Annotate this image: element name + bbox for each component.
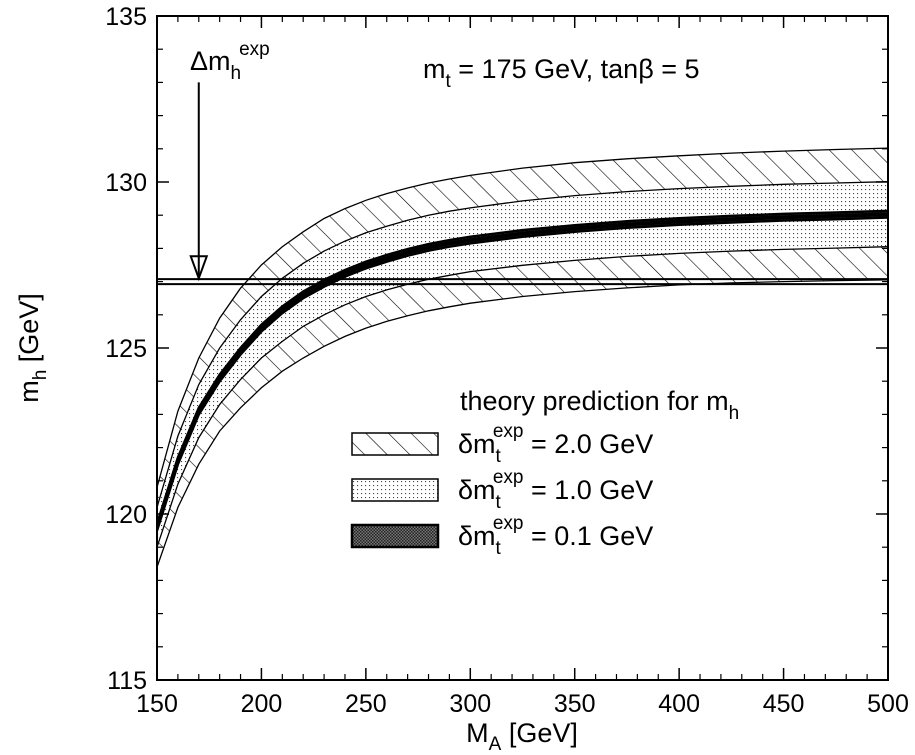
- legend-entry-01gev-sup: exp: [493, 513, 524, 534]
- y-tick-label: 135: [105, 3, 147, 31]
- legend-entry-2gev-sup: exp: [493, 421, 524, 442]
- band-01gev-lower-edge: [157, 216, 888, 531]
- central-prediction-curve: [157, 212, 888, 528]
- x-axis-title-rest: [GeV]: [501, 718, 578, 748]
- x-tick-label: 400: [658, 690, 700, 718]
- legend-title-main: theory prediction for m: [460, 386, 729, 416]
- x-tick-label: 250: [345, 690, 387, 718]
- legend-entry-1gev: δmt exp = 1.0 GeV: [458, 467, 653, 513]
- legend-entry-01gev-sub: t: [496, 538, 502, 559]
- band-01gev-upper-edge: [157, 209, 888, 525]
- legend-entry-1gev-main: δm: [458, 475, 496, 505]
- y-tick-label: 120: [105, 501, 147, 529]
- exp-uncertainty-label: Δmh exp: [190, 39, 270, 84]
- y-tick-label: 115: [107, 667, 147, 695]
- exp-label-sup: exp: [239, 39, 270, 60]
- legend-entry-2gev-rest: = 2.0 GeV: [523, 429, 653, 459]
- y-axis-title: mh [GeV]: [14, 293, 51, 403]
- legend-entry-2gev-sub: t: [496, 446, 502, 467]
- exp-label-main: Δm: [190, 46, 231, 76]
- band-1gev-lower-edge: [157, 246, 888, 548]
- y-axis-title-rest: [GeV]: [14, 293, 44, 370]
- legend-title: theory prediction for mh: [460, 386, 739, 424]
- y-axis-title-sub: h: [30, 370, 51, 381]
- legend-entry-1gev-sub: t: [496, 492, 502, 513]
- parameter-annotation-part: = 5: [654, 54, 700, 84]
- exp-label-sub: h: [231, 63, 242, 84]
- parameter-annotation-part: = 175 GeV, tan: [451, 54, 638, 84]
- x-tick-label: 350: [554, 690, 596, 718]
- parameter-annotation: mt = 175 GeV, tanβ = 5: [423, 54, 700, 92]
- legend-swatch-2gev: [351, 432, 439, 456]
- legend-entry-2gev: δmt exp = 2.0 GeV: [458, 421, 653, 467]
- parameter-annotation-part: t: [446, 71, 452, 92]
- legend-entry-01gev: δmt exp = 0.1 GeV: [458, 513, 653, 559]
- legend-entry-1gev-rest: = 1.0 GeV: [523, 475, 653, 505]
- y-tick-label: 125: [105, 335, 147, 363]
- x-tick-label: 200: [241, 690, 283, 718]
- legend-swatch-01gev: [350, 523, 440, 549]
- exp-arrow-head: [189, 255, 209, 282]
- x-tick-label: 150: [136, 690, 178, 718]
- parameter-annotation-part: β: [638, 54, 654, 84]
- legend: theory prediction for mh δmtexp = 2.0 Ge…: [350, 386, 739, 559]
- parameter-annotation-part: m: [423, 54, 446, 84]
- y-tick-label: 130: [105, 169, 147, 197]
- x-tick-label: 500: [867, 690, 909, 718]
- legend-entry-1gev-sup: exp: [493, 467, 524, 488]
- x-tick-label: 300: [449, 690, 491, 718]
- legend-entry-01gev-main: δm: [458, 521, 496, 551]
- legend-entry-01gev-rest: = 0.1 GeV: [523, 521, 653, 551]
- legend-title-sub: h: [729, 403, 740, 424]
- x-axis-title-main: M: [466, 718, 489, 748]
- legend-entry-2gev-main: δm: [458, 429, 496, 459]
- legend-swatch-1gev: [351, 478, 439, 502]
- x-axis-title-sub: A: [489, 734, 502, 755]
- band-1gev-upper-edge: [157, 181, 888, 508]
- x-axis-title: MA [GeV]: [466, 718, 578, 755]
- y-axis-title-main: m: [14, 380, 44, 403]
- band-2gev-upper-edge: [157, 147, 888, 488]
- x-tick-label: 450: [763, 690, 805, 718]
